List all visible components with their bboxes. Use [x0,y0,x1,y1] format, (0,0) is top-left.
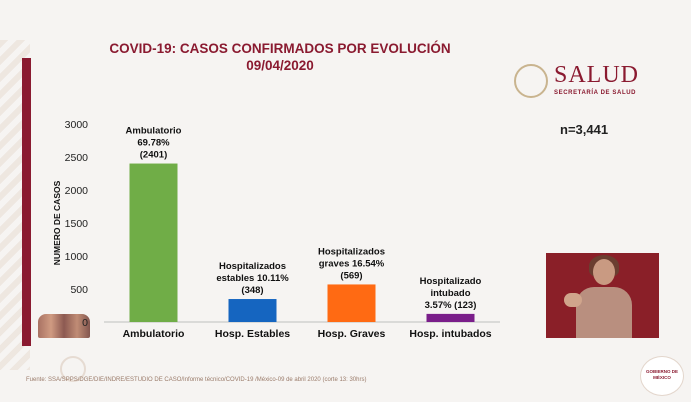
x-tick-label: Hosp. Graves [318,328,386,340]
decorative-bar [22,58,31,346]
y-tick-label: 1500 [65,218,89,230]
x-tick-label: Ambulatorio [123,328,185,340]
interpreter-hand [564,293,582,307]
salud-logo: SALUD SECRETARÍA DE SALUD [514,62,654,102]
data-label: 3.57% (123) [425,300,477,311]
data-label: Hospitalizados [318,246,385,257]
bar [327,284,376,322]
source-footnote: Fuente: SSA/SPPS/DGE/DIE/INDRE/ESTUDIO D… [26,377,367,383]
y-tick-label: 3000 [65,119,89,131]
y-axis-label: NUMERO DE CASOS [52,180,62,265]
data-label: Ambulatorio [126,126,182,137]
chart-title: COVID-19: CASOS CONFIRMADOS POR EVOLUCIÓ… [80,40,480,74]
interpreter-head [593,259,615,285]
bar [129,163,178,322]
sign-language-interpreter [546,253,659,338]
total-count: n=3,441 [560,122,609,137]
bar [228,299,277,322]
gobierno-line-1: GOBIERNO DE [645,369,678,374]
data-label: (569) [340,270,362,281]
x-tick-label: Hosp. intubados [409,328,491,340]
crowd-illustration [38,314,90,338]
data-label: graves 16.54% [319,258,385,269]
data-label: (348) [241,285,263,296]
logo-wordmark: SALUD [554,62,640,88]
title-line-1: COVID-19: CASOS CONFIRMADOS POR EVOLUCIÓ… [109,41,451,56]
y-tick-label: 2500 [65,152,89,164]
y-tick-label: 2000 [65,185,89,197]
y-tick-label: 0 [82,317,88,329]
bar [426,313,475,322]
y-tick-label: 500 [70,284,88,296]
data-label: intubado [430,288,470,299]
watermark-seal-icon [60,356,86,382]
data-label: Hospitalizado [420,276,482,287]
title-line-2: 09/04/2020 [246,58,314,73]
gobierno-mexico-badge: GOBIERNO DE MÉXICO [640,356,684,396]
interpreter-body [576,287,632,338]
data-label: Hospitalizados [219,261,286,272]
gobierno-line-2: MÉXICO [653,375,671,380]
data-label: estables 10.11% [216,273,289,284]
data-label: 69.78% [137,138,170,149]
data-label: (2401) [140,150,167,161]
eagle-seal-icon [514,64,548,98]
x-tick-label: Hosp. Estables [215,328,290,340]
y-tick-label: 1000 [65,251,89,263]
logo-subtitle: SECRETARÍA DE SALUD [554,90,637,96]
